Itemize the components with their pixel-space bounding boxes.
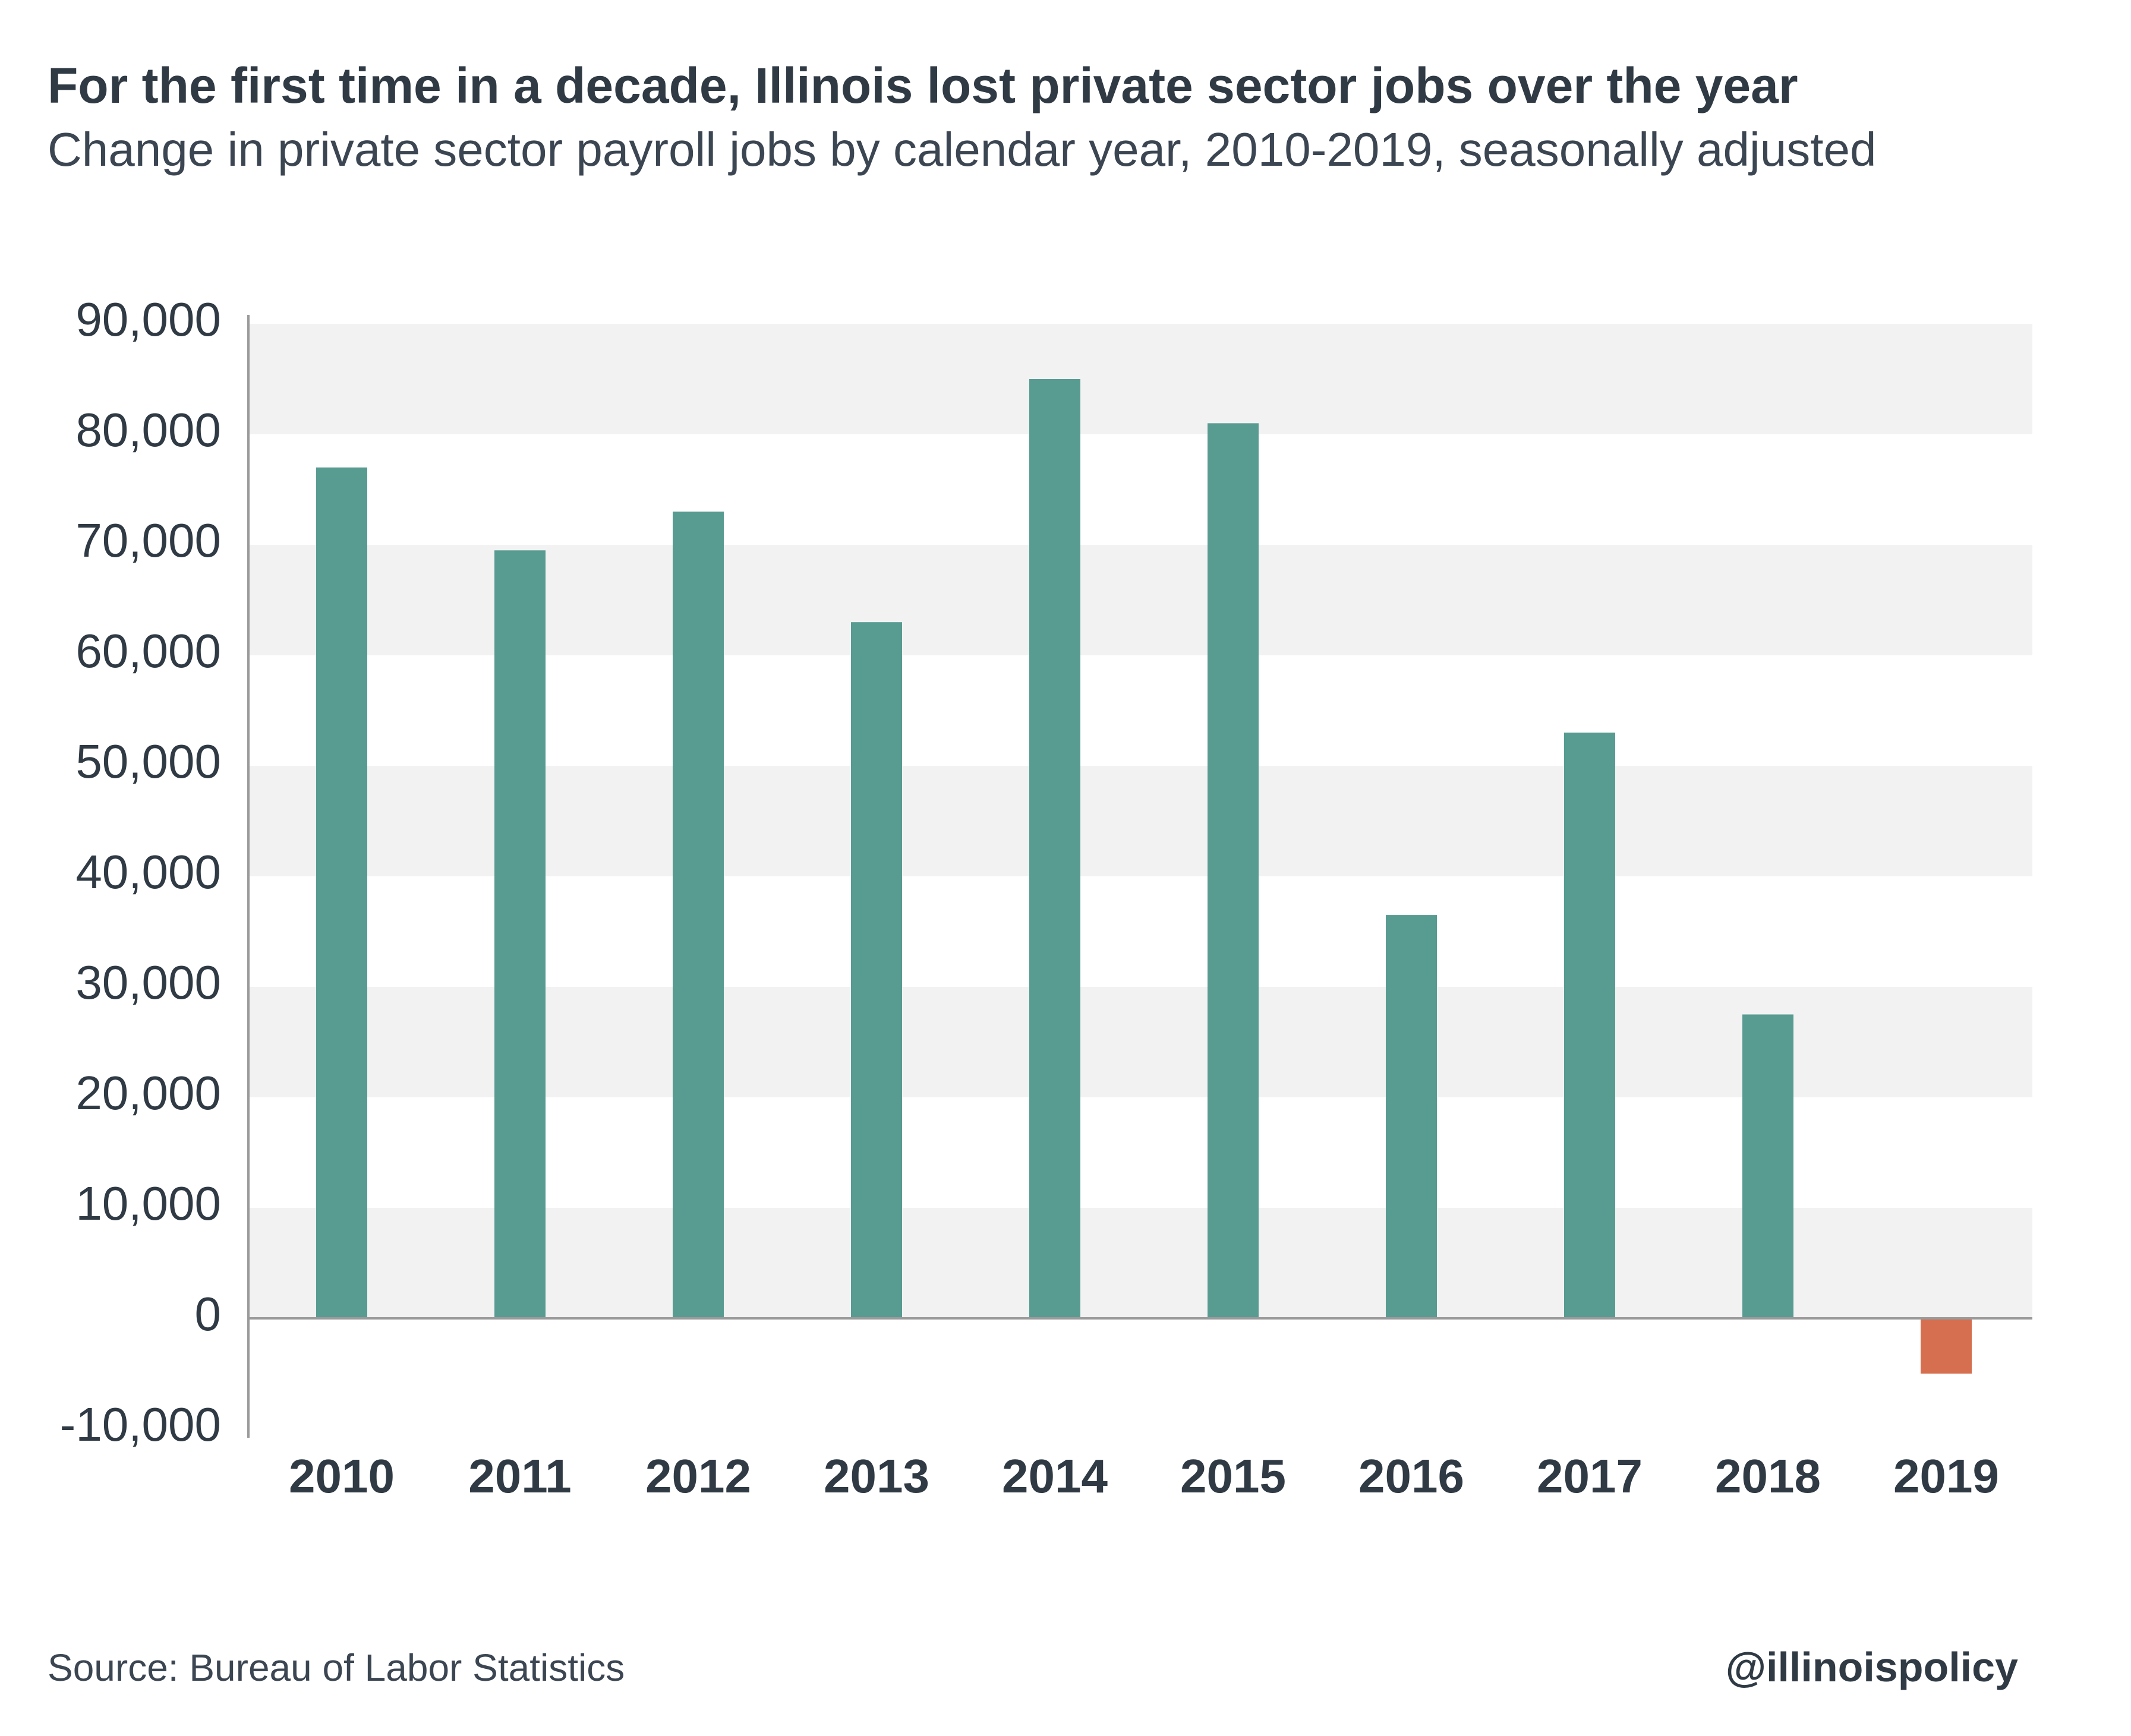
grid-bands [248,324,2032,1318]
x-tick-label: 2011 [468,1450,572,1503]
y-tick-label: 20,000 [75,1066,221,1119]
bar-2015 [1208,423,1259,1318]
bar-2018 [1742,1014,1793,1318]
grid-band [248,766,2032,876]
grid-band [248,545,2032,655]
chart-title: For the first time in a decade, Illinois… [48,58,1798,113]
y-tick-label: -10,000 [60,1398,221,1451]
x-tick-label: 2018 [1715,1450,1821,1503]
y-tick-label: 70,000 [75,514,221,567]
bar-2010 [316,467,367,1318]
y-tick-label: 40,000 [75,845,221,898]
x-axis-tick-labels: 2010 2011 2012 2013 2014 2015 2016 2017 2018 2019 [289,1450,1999,1503]
bar-2011 [494,550,546,1318]
bar-2013 [851,622,902,1318]
y-tick-label: 60,000 [75,624,221,677]
bar-2016 [1386,915,1437,1318]
y-tick-label: 90,000 [75,293,221,346]
x-tick-label: 2017 [1537,1450,1643,1503]
bar-2014 [1029,379,1080,1318]
y-tick-label: 0 [195,1287,222,1340]
x-tick-label: 2010 [289,1450,395,1503]
x-tick-label: 2015 [1180,1450,1286,1503]
y-tick-label: 50,000 [75,735,221,788]
grid-band [248,324,2032,434]
y-tick-label: 10,000 [75,1177,221,1230]
bar-2012 [673,512,724,1319]
y-tick-label: 30,000 [75,956,221,1009]
source-note: Source: Bureau of Labor Statistics [48,1646,625,1689]
publisher-handle: @illinoispolicy [1725,1644,2018,1690]
y-axis-tick-labels: 90,000 80,000 70,000 60,000 50,000 40,000 30,0… [60,293,221,1451]
y-tick-label: 80,000 [75,403,221,456]
bar-2017 [1564,733,1615,1318]
bar-2019 [1921,1318,1972,1374]
x-tick-label: 2012 [645,1450,751,1503]
grid-band [248,987,2032,1097]
bars [316,379,1972,1374]
x-tick-label: 2019 [1893,1450,1999,1503]
grid-band [248,1208,2032,1318]
x-tick-label: 2013 [824,1450,929,1503]
chart-subtitle: Change in private sector payroll jobs by… [48,123,1877,176]
x-tick-label: 2016 [1358,1450,1464,1503]
x-tick-label: 2014 [1002,1450,1108,1503]
